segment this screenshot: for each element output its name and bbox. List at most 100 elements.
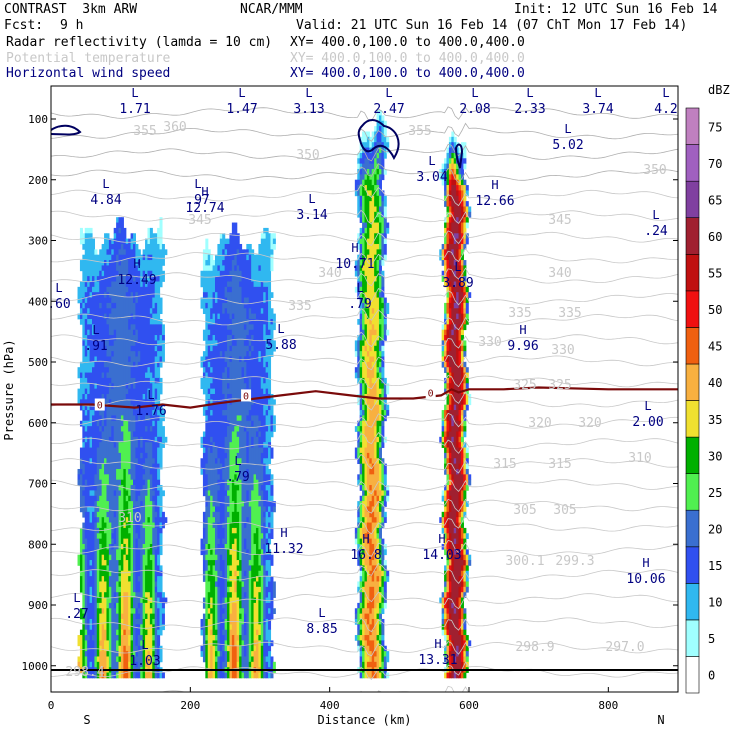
reflectivity-cell	[87, 511, 91, 636]
reflectivity-cell	[243, 324, 247, 331]
reflectivity-cell	[79, 447, 83, 459]
reflectivity-cell	[128, 527, 132, 534]
reflectivity-cell	[207, 495, 211, 518]
reflectivity-cell	[453, 458, 457, 465]
reflectivity-cell	[448, 490, 452, 497]
reflectivity-cell	[157, 243, 161, 277]
reflectivity-cell	[79, 608, 83, 620]
reflectivity-cell	[381, 672, 385, 679]
reflectivity-cell	[371, 511, 375, 523]
reflectivity-cell	[357, 281, 361, 298]
reflectivity-cell	[123, 554, 127, 593]
reflectivity-cell	[265, 533, 269, 540]
reflectivity-cell	[224, 249, 228, 256]
reflectivity-cell	[441, 254, 445, 261]
reflectivity-cell	[159, 404, 163, 438]
reflectivity-cell	[369, 522, 373, 534]
reflectivity-cell	[383, 399, 387, 406]
reflectivity-cell	[463, 243, 467, 250]
reflectivity-cell	[104, 340, 108, 347]
reflectivity-cell	[451, 286, 455, 293]
reflectivity-cell	[446, 635, 450, 641]
reflectivity-cell	[364, 324, 368, 341]
reflectivity-cell	[268, 645, 272, 652]
reflectivity-cell	[135, 501, 139, 507]
colorbar-swatch	[685, 400, 700, 438]
reflectivity-cell	[157, 227, 161, 245]
reflectivity-cell	[132, 318, 136, 325]
reflectivity-cell	[359, 367, 363, 379]
reflectivity-cell	[79, 227, 83, 245]
reflectivity-cell	[371, 586, 375, 609]
reflectivity-cell	[260, 313, 264, 379]
reflectivity-cell	[451, 656, 455, 668]
reflectivity-cell	[265, 640, 269, 657]
reflectivity-cell	[378, 195, 382, 207]
reflectivity-cell	[207, 388, 211, 395]
reflectivity-cell	[159, 217, 163, 250]
reflectivity-cell	[142, 463, 146, 470]
reflectivity-cell	[92, 361, 96, 368]
reflectivity-cell	[135, 243, 139, 266]
y-axis-label: Pressure (hPa)	[2, 339, 16, 440]
reflectivity-cell	[89, 522, 93, 561]
reflectivity-cell	[357, 377, 361, 384]
reflectivity-cell	[453, 281, 457, 288]
reflectivity-cell	[369, 190, 373, 197]
y-tick-label: 200	[28, 174, 48, 187]
reflectivity-cell	[465, 185, 469, 191]
reflectivity-cell	[378, 543, 382, 556]
reflectivity-cell	[94, 485, 98, 491]
reflectivity-cell	[149, 324, 153, 373]
reflectivity-cell	[229, 361, 233, 395]
reflectivity-cell	[362, 570, 366, 582]
y-tick-label: 700	[28, 478, 48, 491]
reflectivity-cell	[132, 377, 136, 390]
reflectivity-cell	[359, 243, 363, 256]
theta-contour	[160, 685, 678, 692]
reflectivity-cell	[79, 468, 83, 475]
y-tick-label: 100	[28, 113, 48, 126]
reflectivity-cell	[140, 667, 144, 679]
reflectivity-cell	[376, 372, 380, 379]
reflectivity-cell	[118, 645, 122, 657]
colorbar-tick-label: 45	[708, 340, 722, 354]
reflectivity-cell	[164, 436, 168, 443]
reflectivity-cell	[376, 174, 380, 181]
reflectivity-cell	[239, 613, 243, 620]
reflectivity-cell	[104, 592, 108, 598]
reflectivity-cell	[135, 410, 139, 438]
reflectivity-cell	[463, 383, 467, 395]
reflectivity-cell	[210, 608, 214, 615]
reflectivity-cell	[79, 458, 83, 470]
reflectivity-cell	[441, 592, 445, 598]
reflectivity-cell	[135, 506, 139, 513]
reflectivity-cell	[357, 517, 361, 523]
reflectivity-cell	[84, 356, 88, 373]
reflectivity-cell	[106, 651, 110, 657]
reflectivity-cell	[369, 538, 373, 566]
reflectivity-cell	[222, 645, 226, 652]
reflectivity-cell	[248, 356, 252, 379]
reflectivity-cell	[149, 560, 153, 598]
reflectivity-cell	[145, 377, 149, 416]
reflectivity-cell	[359, 570, 363, 577]
theta-label: 325	[548, 378, 571, 393]
reflectivity-cell	[152, 308, 156, 315]
reflectivity-cell	[378, 222, 382, 234]
reflectivity-cell	[108, 297, 112, 304]
reflectivity-cell	[446, 442, 450, 448]
theta-label: 298.4	[65, 665, 104, 680]
reflectivity-cell	[268, 533, 272, 540]
reflectivity-cell	[369, 501, 373, 518]
x-axis-label: Distance (km)	[318, 713, 412, 727]
reflectivity-cell	[147, 377, 151, 390]
reflectivity-cell	[260, 485, 264, 491]
reflectivity-cell	[453, 554, 457, 609]
reflectivity-cell	[217, 318, 221, 459]
reflectivity-cell	[111, 345, 115, 352]
reflectivity-cell	[444, 468, 448, 475]
reflectivity-cell	[108, 608, 112, 668]
reflectivity-cell	[263, 511, 267, 518]
reflectivity-cell	[236, 265, 240, 416]
